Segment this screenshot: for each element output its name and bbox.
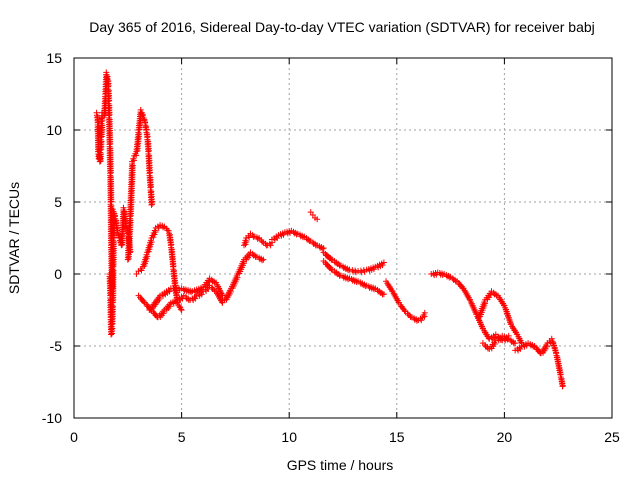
x-tick-label: 20 (497, 429, 513, 445)
data-point (167, 303, 174, 310)
y-tick-label: 0 (54, 266, 62, 282)
data-point (274, 235, 281, 242)
plot-frame (73, 57, 613, 419)
y-tick-label: -10 (42, 410, 62, 426)
data-point (380, 259, 387, 266)
x-tick-label: 0 (70, 429, 78, 445)
y-tick-labels: -10 -5 0 5 10 15 (42, 50, 62, 426)
data-point (259, 238, 266, 245)
data-point (314, 216, 321, 223)
y-tick-label: 10 (46, 122, 62, 138)
data-point (491, 341, 498, 347)
data-point (418, 317, 425, 324)
y-axis-label: SDTVAR / TECUs (6, 182, 22, 294)
data-points (93, 69, 566, 390)
data-point (260, 256, 267, 263)
data-point (178, 307, 185, 313)
y-tick-label: 5 (54, 194, 62, 210)
data-point (446, 274, 453, 281)
data-point (149, 201, 156, 208)
data-point (148, 201, 155, 208)
data-point (517, 346, 524, 353)
data-point (192, 295, 199, 302)
x-tick-label: 10 (281, 429, 297, 445)
axis-ticks (73, 57, 613, 419)
data-point (99, 122, 106, 129)
data-point (299, 234, 306, 241)
y-tick-label: -5 (50, 338, 63, 354)
data-point (280, 231, 287, 238)
x-axis-label: GPS time / hours (287, 457, 394, 473)
chart-title: Day 365 of 2016, Sidereal Day-to-day VTE… (89, 19, 595, 35)
data-point (259, 257, 266, 264)
data-point (166, 288, 173, 295)
data-point (172, 299, 179, 306)
data-point (504, 336, 511, 343)
x-tick-labels: 0 5 10 15 20 25 (70, 429, 620, 445)
data-point (129, 162, 136, 169)
data-point (138, 267, 145, 274)
data-point (177, 306, 184, 313)
data-point (380, 291, 387, 298)
data-point (267, 242, 274, 249)
data-point (379, 262, 386, 269)
data-point (156, 296, 163, 302)
data-point (246, 234, 253, 241)
data-point (155, 225, 162, 232)
data-point (319, 245, 326, 252)
data-point (421, 309, 428, 316)
x-tick-label: 5 (178, 429, 186, 445)
data-point (160, 224, 167, 231)
data-point (512, 340, 519, 347)
x-tick-label: 15 (389, 429, 405, 445)
data-point (530, 343, 537, 350)
data-point (137, 106, 144, 113)
y-tick-label: 15 (46, 50, 62, 66)
data-point (370, 286, 377, 293)
data-point (559, 383, 566, 390)
data-point (254, 235, 261, 242)
grid-lines (74, 58, 612, 418)
x-tick-label: 25 (604, 429, 620, 445)
data-point (160, 310, 167, 317)
